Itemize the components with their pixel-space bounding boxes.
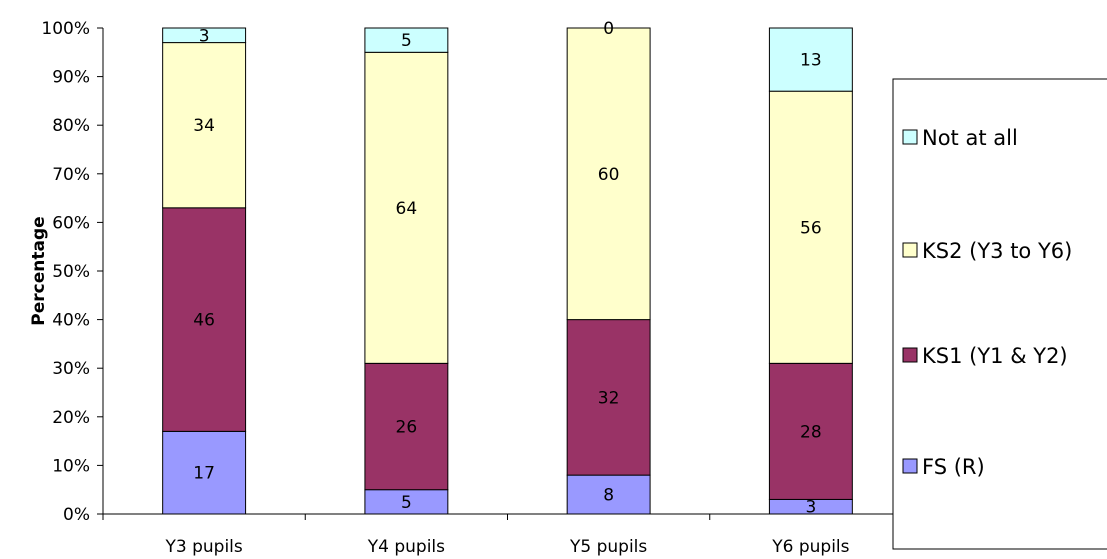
legend-label: KS2 (Y3 to Y6) bbox=[922, 239, 1072, 263]
bar-segment bbox=[768, 27, 853, 92]
y-axis: 0% 10% 20% 30% 40% 50% 60% 70% 80% 90% 100% bbox=[41, 19, 104, 525]
data-label: 64 bbox=[396, 199, 418, 219]
bar-segment bbox=[364, 27, 449, 53]
legend-swatch bbox=[902, 242, 918, 258]
legend: Not at all KS2 (Y3 to Y6) KS1 (Y1 & Y2) FS … bbox=[892, 78, 1107, 550]
data-label: 5 bbox=[401, 31, 412, 51]
y-tick-label: 30% bbox=[52, 359, 90, 379]
legend-label: KS1 (Y1 & Y2) bbox=[922, 344, 1068, 368]
y-tick-label: 90% bbox=[52, 68, 90, 88]
data-label: 17 bbox=[193, 464, 215, 484]
bar-segment bbox=[566, 27, 651, 321]
data-label: 3 bbox=[199, 26, 210, 46]
x-category-label: Y5 pupils bbox=[569, 537, 647, 557]
data-label: 26 bbox=[396, 418, 418, 438]
bar-segment bbox=[162, 430, 247, 515]
y-axis-title: Percentage bbox=[29, 216, 49, 325]
y-tick-label: 70% bbox=[52, 165, 90, 185]
legend-swatch bbox=[902, 458, 918, 474]
data-label: 5 bbox=[401, 493, 412, 513]
data-label: 13 bbox=[800, 51, 822, 71]
y-tick-label: 40% bbox=[52, 311, 90, 331]
y-tick-label: 100% bbox=[41, 19, 90, 39]
bar-segment bbox=[162, 27, 247, 44]
bar-segment bbox=[566, 474, 651, 515]
y-tick-label: 0% bbox=[63, 505, 90, 525]
data-label: 3 bbox=[805, 498, 816, 518]
bar-segment bbox=[768, 362, 853, 500]
bar-segment bbox=[364, 51, 449, 364]
data-label: 0 bbox=[603, 19, 614, 39]
legend-label: FS (R) bbox=[922, 455, 985, 479]
bar-segment bbox=[162, 207, 247, 432]
legend-label: Not at all bbox=[922, 126, 1018, 150]
x-category-label: Y4 pupils bbox=[367, 537, 445, 557]
data-label: 60 bbox=[598, 165, 620, 185]
legend-swatch bbox=[902, 347, 918, 363]
y-tick-label: 50% bbox=[52, 262, 90, 282]
x-category-label: Y3 pupils bbox=[164, 537, 242, 557]
data-label: 8 bbox=[603, 486, 614, 506]
bar-segment bbox=[364, 489, 449, 515]
data-label: 34 bbox=[193, 116, 215, 136]
data-label: 56 bbox=[800, 218, 822, 238]
bar-segment bbox=[768, 90, 853, 364]
x-axis: Y3 pupils Y4 pupils Y5 pupils Y6 pupils bbox=[102, 513, 913, 557]
y-tick-label: 10% bbox=[52, 456, 90, 476]
data-label: 46 bbox=[193, 311, 215, 331]
data-label: 28 bbox=[800, 422, 822, 442]
y-tick-label: 60% bbox=[52, 213, 90, 233]
y-tick-label: 80% bbox=[52, 116, 90, 136]
legend-swatch bbox=[902, 129, 918, 145]
bars: 17 46 34 3 5 26 64 5 8 32 60 0 3 28 56 13 bbox=[162, 19, 853, 518]
bar-segment bbox=[364, 362, 449, 491]
legend-box bbox=[892, 78, 1107, 550]
bar-segment bbox=[566, 319, 651, 476]
y-tick-label: 20% bbox=[52, 408, 90, 428]
data-label: 32 bbox=[598, 388, 620, 408]
x-category-label: Y6 pupils bbox=[771, 537, 849, 557]
